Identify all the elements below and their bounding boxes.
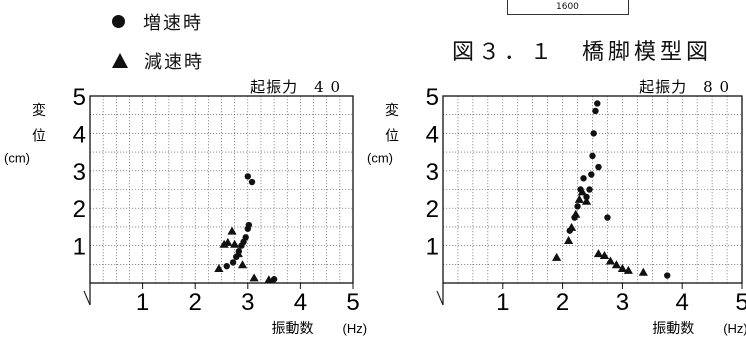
- chart2-decel-point: [599, 250, 610, 259]
- chart1-accel-point: [223, 262, 230, 270]
- chart1-decel-point: [237, 260, 248, 269]
- chart2-accel-point: [574, 203, 581, 210]
- chart1-axis-corner: [83, 290, 91, 306]
- chart1-decel-point: [264, 275, 274, 284]
- filled-circle-icon: [112, 15, 125, 28]
- chart1-accel-point: [248, 178, 256, 186]
- chart2-y-unit: (cm): [367, 151, 393, 166]
- chart2-decel-point: [563, 235, 574, 244]
- chart1-accel-point: [229, 259, 237, 266]
- chart1-x-tick-label: 3: [241, 289, 254, 316]
- chart2-accel-point: [664, 272, 671, 279]
- chart2-x-tick-label: 2: [556, 289, 569, 316]
- chart2-accel-point: [589, 152, 596, 160]
- legend-accel: 増速時: [112, 9, 203, 35]
- chart1-y-tick-label: 3: [73, 159, 86, 186]
- chart2-decel-point: [623, 265, 633, 274]
- chart2-y-tick-label: 2: [426, 196, 439, 223]
- chart2-accel-point: [588, 171, 595, 178]
- chart1-accel-point: [270, 276, 278, 283]
- chart2-x-tick-label: 4: [676, 289, 689, 316]
- chart1-accel-point: [245, 221, 253, 229]
- chart1-decel-point: [233, 249, 243, 258]
- chart2-decel-point: [638, 267, 648, 276]
- filled-triangle-icon: [112, 53, 128, 68]
- chart1-title: 起振力 4 0: [250, 78, 341, 96]
- figure-caption: 図３．１ 橋脚模型図: [452, 40, 713, 65]
- chart2-decel-point: [574, 194, 584, 203]
- chart1-plot-frame: [89, 95, 354, 284]
- chart2-accel-point: [595, 163, 602, 171]
- chart2-decel-point: [581, 196, 592, 205]
- chart2-decel-point: [577, 187, 587, 196]
- scale-label: 1600: [556, 2, 579, 12]
- chart2-y-tick-label: 4: [426, 121, 439, 148]
- chart2-decel-point: [566, 222, 577, 231]
- chart2-accel-point: [604, 214, 611, 221]
- chart1-x-tick-label: 1: [136, 289, 149, 316]
- chart2-y-tick-label: 1: [426, 234, 439, 261]
- chart2-y-label-char: 変: [385, 102, 399, 119]
- chart2-y-tick-label: 3: [426, 159, 439, 186]
- chart2-x-label: 振動数: [652, 321, 694, 337]
- chart1-y-tick-label: 4: [73, 121, 86, 148]
- chart1-decel-point: [227, 226, 237, 235]
- chart1-y-tick-label: 5: [73, 84, 86, 111]
- chart2-accel-point: [592, 107, 599, 115]
- chart2-x-tick-label: 3: [616, 289, 629, 316]
- chart2-accel-point: [594, 100, 601, 107]
- chart2-decel-point: [552, 252, 562, 261]
- chart2-x-tick-label: 1: [496, 289, 509, 316]
- chart2-decel-point: [611, 260, 622, 269]
- chart2-accel-point: [580, 175, 587, 182]
- legend-decel: 減速時: [112, 48, 204, 74]
- chart2-decel-point: [605, 256, 616, 265]
- chart1-x-unit: (Hz): [343, 321, 368, 336]
- chart1-y-tick-label: 2: [73, 196, 86, 223]
- scale-drawing: [507, 0, 629, 15]
- chart1-accel-point: [244, 173, 251, 180]
- legend-accel-label: 増速時: [143, 13, 203, 34]
- chart1-y-label-char: 変: [32, 102, 46, 119]
- chart1-y-unit: (cm): [4, 151, 30, 166]
- legend-decel-label: 減速時: [144, 52, 204, 73]
- chart1-decel-point: [230, 239, 240, 248]
- chart2-axis-corner: [436, 290, 444, 306]
- chart2-title: 起振力 8 0: [639, 78, 730, 96]
- chart1-y-label-char: 位: [32, 128, 46, 144]
- chart2-plot-frame: [442, 95, 743, 284]
- chart2-decel-point: [593, 249, 604, 258]
- chart1-decel-point: [223, 237, 233, 246]
- chart2-x-unit: (Hz): [723, 321, 746, 336]
- chart2-y-label-char: 位: [385, 128, 399, 144]
- chart1-y-tick-label: 1: [73, 234, 86, 261]
- chart1-x-tick-label: 4: [294, 289, 307, 316]
- chart1-accel-point: [242, 234, 249, 241]
- chart2-decel-point: [617, 264, 627, 273]
- chart1-x-label: 振動数: [272, 321, 314, 337]
- chart2-decel-point: [571, 209, 581, 218]
- chart2-accel-point: [590, 130, 597, 137]
- chart1-decel-point: [249, 273, 259, 282]
- chart2-x-tick-label: 5: [735, 289, 746, 316]
- chart2-accel-point: [586, 186, 593, 193]
- chart1-x-tick-label: 2: [189, 289, 202, 316]
- chart2-y-tick-label: 5: [426, 84, 439, 111]
- chart1-x-tick-label: 5: [346, 289, 359, 316]
- chart1-decel-point: [214, 264, 224, 273]
